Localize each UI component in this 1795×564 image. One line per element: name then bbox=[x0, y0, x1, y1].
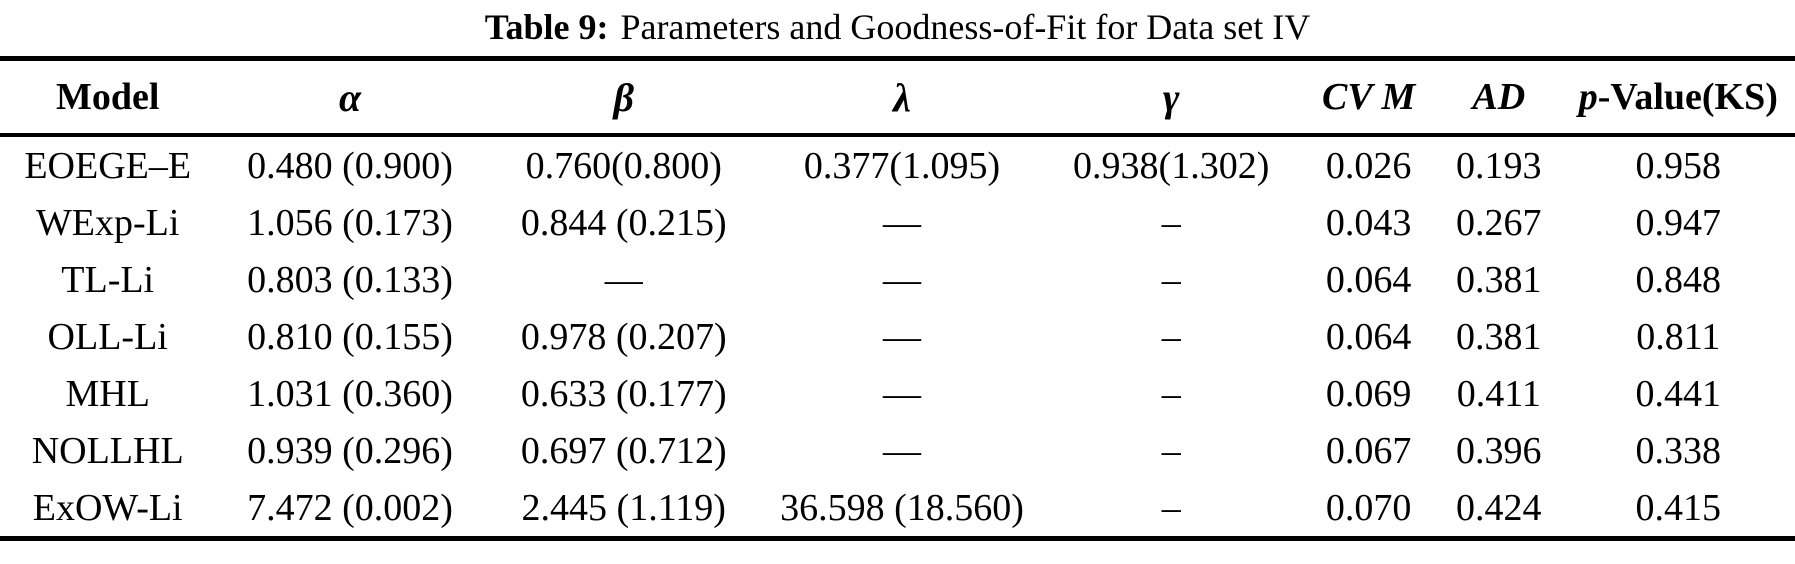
cell-p-ks: 0.415 bbox=[1635, 486, 1722, 529]
table-caption-text: Parameters and Goodness-of-Fit for Data … bbox=[620, 7, 1311, 47]
table-row: EOEGE–E 0.480 (0.900) 0.760(0.800) 0.377… bbox=[0, 135, 1795, 194]
p-value-suffix: -Value(KS) bbox=[1597, 76, 1778, 118]
cell-beta: 0.978 (0.207) bbox=[520, 315, 727, 358]
col-header-gamma: γ bbox=[1162, 74, 1180, 120]
cell-alpha: 7.472 (0.002) bbox=[247, 486, 453, 529]
col-header-p-value-ks: p-Value(KS) bbox=[1562, 59, 1795, 136]
col-header-ad: AD bbox=[1472, 76, 1526, 118]
cell-gamma: – bbox=[1161, 372, 1181, 415]
cell-alpha: 1.056 (0.173) bbox=[247, 201, 453, 244]
table-caption-label: Table 9: bbox=[484, 7, 609, 47]
cell-ad: 0.267 bbox=[1456, 201, 1542, 244]
cell-gamma: – bbox=[1161, 201, 1181, 244]
cell-beta: 0.844 (0.215) bbox=[520, 201, 727, 244]
col-header-lambda: λ bbox=[893, 74, 911, 120]
cell-lambda: — bbox=[882, 258, 921, 301]
cell-lambda: — bbox=[882, 429, 921, 472]
cell-p-ks: 0.441 bbox=[1635, 372, 1722, 415]
cell-model: TL-Li bbox=[61, 258, 155, 301]
cell-gamma: – bbox=[1161, 429, 1181, 472]
cell-p-ks: 0.338 bbox=[1635, 429, 1722, 472]
cell-lambda: 0.377(1.095) bbox=[803, 144, 1001, 187]
cell-ad: 0.381 bbox=[1456, 315, 1542, 358]
cell-beta: 2.445 (1.119) bbox=[521, 486, 726, 529]
cell-p-ks: 0.958 bbox=[1635, 144, 1722, 187]
cell-gamma: 0.938(1.302) bbox=[1073, 144, 1270, 187]
header-row: Model α β λ γ CV M AD p-Value(KS) bbox=[0, 59, 1795, 136]
cell-gamma: – bbox=[1161, 258, 1181, 301]
col-header-alpha: α bbox=[338, 74, 362, 120]
cell-cvm: 0.064 bbox=[1325, 258, 1412, 301]
table-row: OLL-Li 0.810 (0.155) 0.978 (0.207) — – 0… bbox=[0, 308, 1795, 365]
cell-ad: 0.193 bbox=[1456, 144, 1542, 187]
cell-ad: 0.424 bbox=[1456, 486, 1542, 529]
cell-gamma: – bbox=[1161, 315, 1181, 358]
cell-p-ks: 0.848 bbox=[1635, 258, 1722, 301]
cell-alpha: 0.803 (0.133) bbox=[247, 258, 453, 301]
cell-lambda: — bbox=[882, 315, 921, 358]
cell-alpha: 0.810 (0.155) bbox=[247, 315, 453, 358]
cell-alpha: 1.031 (0.360) bbox=[247, 372, 453, 415]
cell-model: MHL bbox=[65, 372, 150, 415]
table-row: ExOW-Li 7.472 (0.002) 2.445 (1.119) 36.5… bbox=[0, 479, 1795, 539]
parameters-goodness-of-fit-table: Model α β λ γ CV M AD p-Value(KS) EOEGE–… bbox=[0, 56, 1795, 541]
cell-p-ks: 0.811 bbox=[1636, 315, 1721, 358]
cell-beta: 0.633 (0.177) bbox=[520, 372, 727, 415]
table-row: MHL 1.031 (0.360) 0.633 (0.177) — – 0.06… bbox=[0, 365, 1795, 422]
cell-lambda: 36.598 (18.560) bbox=[780, 486, 1024, 529]
table-caption: Table 9: Parameters and Goodness-of-Fit f… bbox=[0, 0, 1795, 56]
cell-cvm: 0.026 bbox=[1325, 144, 1412, 187]
col-header-model: Model bbox=[55, 76, 160, 118]
cell-ad: 0.396 bbox=[1456, 429, 1542, 472]
p-value-italic-p: p bbox=[1578, 76, 1598, 118]
cell-alpha: 0.939 (0.296) bbox=[247, 429, 453, 472]
cell-gamma: – bbox=[1161, 486, 1181, 529]
cell-model: ExOW-Li bbox=[32, 486, 183, 529]
cell-beta: — bbox=[604, 258, 643, 301]
cell-beta: 0.697 (0.712) bbox=[520, 429, 727, 472]
col-header-cvm: CV M bbox=[1322, 76, 1416, 118]
cell-p-ks: 0.947 bbox=[1635, 201, 1722, 244]
cell-cvm: 0.070 bbox=[1325, 486, 1412, 529]
cell-model: WExp-Li bbox=[35, 201, 180, 244]
cell-beta: 0.760(0.800) bbox=[525, 144, 722, 187]
table-row: TL-Li 0.803 (0.133) — — – 0.064 0.381 0.… bbox=[0, 251, 1795, 308]
cell-lambda: — bbox=[882, 201, 921, 244]
cell-cvm: 0.043 bbox=[1325, 201, 1412, 244]
table-row: WExp-Li 1.056 (0.173) 0.844 (0.215) — – … bbox=[0, 194, 1795, 251]
cell-alpha: 0.480 (0.900) bbox=[247, 144, 453, 187]
cell-ad: 0.411 bbox=[1456, 372, 1541, 415]
col-header-beta: β bbox=[613, 74, 635, 120]
cell-model: EOEGE–E bbox=[24, 144, 192, 187]
cell-model: OLL-Li bbox=[47, 315, 168, 358]
cell-cvm: 0.069 bbox=[1325, 372, 1412, 415]
cell-cvm: 0.064 bbox=[1325, 315, 1412, 358]
cell-ad: 0.381 bbox=[1456, 258, 1542, 301]
cell-model: NOLLHL bbox=[31, 429, 184, 472]
cell-cvm: 0.067 bbox=[1325, 429, 1412, 472]
table-row: NOLLHL 0.939 (0.296) 0.697 (0.712) — – 0… bbox=[0, 422, 1795, 479]
cell-lambda: — bbox=[882, 372, 921, 415]
